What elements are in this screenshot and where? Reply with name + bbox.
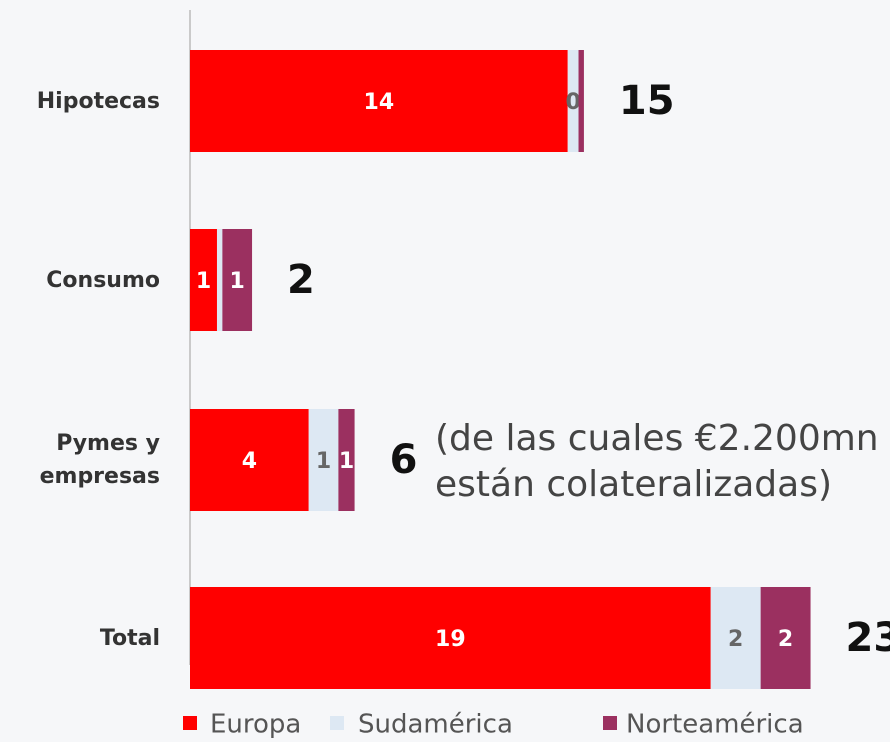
value-label: 14	[364, 90, 395, 115]
legend-label: Sudamérica	[358, 710, 513, 740]
value-label: 19	[435, 627, 466, 652]
bar-segment	[190, 50, 568, 152]
bar-segment	[760, 587, 811, 689]
bar-segment	[190, 587, 711, 689]
value-label: 4	[242, 449, 257, 474]
bar-segment	[567, 50, 579, 152]
value-label: 1	[316, 449, 331, 474]
legend-swatch	[183, 716, 197, 730]
value-label: 1	[339, 449, 354, 474]
total-label: 15	[619, 78, 675, 124]
legend-swatch	[330, 716, 344, 730]
value-label: 2	[778, 627, 793, 652]
category-label: Total	[99, 625, 160, 651]
bar-segment	[710, 587, 761, 689]
bar-segment	[308, 409, 339, 511]
bar-segment	[222, 229, 253, 331]
total-label: 2	[287, 257, 315, 303]
value-label: 0	[565, 90, 580, 115]
value-label: 1	[230, 269, 245, 294]
bar-segment	[578, 50, 584, 152]
category-label: Hipotecas	[36, 88, 160, 114]
bar-segment	[216, 229, 223, 331]
category-label: Consumo	[46, 267, 160, 293]
category-label: Pymes y empresas	[39, 431, 160, 489]
total-label: 23	[846, 615, 890, 661]
bar-segment	[190, 409, 309, 511]
annotation: (de las cuales €2.200mn	[435, 418, 879, 459]
bar-segment	[190, 229, 217, 331]
legend-swatch	[603, 716, 617, 730]
total-label: 6	[390, 437, 418, 483]
bar-segment	[338, 409, 355, 511]
legend-label: Europa	[210, 710, 301, 740]
legend-label: Norteamérica	[626, 710, 804, 740]
annotation: están colateralizadas)	[435, 464, 832, 505]
value-label: 1	[196, 269, 211, 294]
value-label: 2	[728, 627, 743, 652]
